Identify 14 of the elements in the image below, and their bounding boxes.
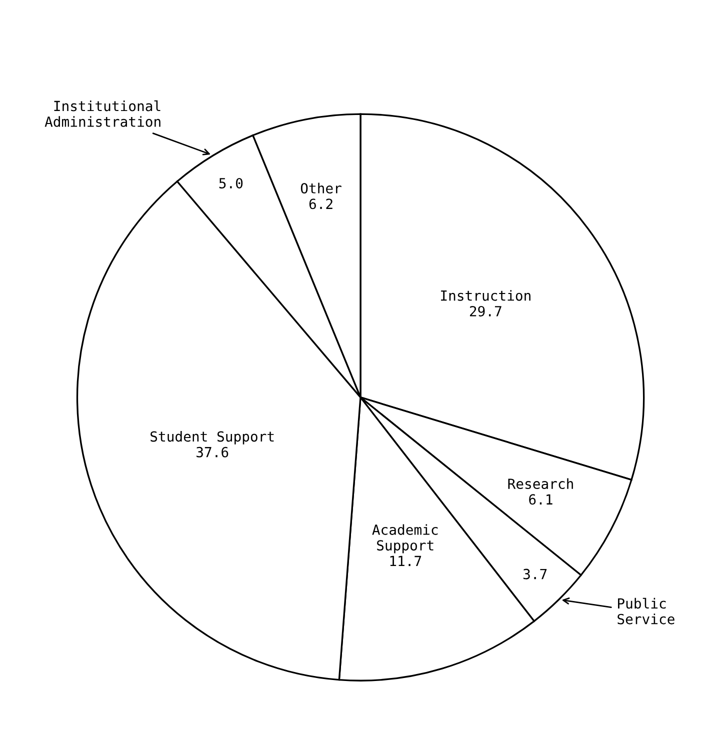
slice-label: Research (508, 478, 573, 490)
data-label: 3.7 (523, 568, 547, 580)
data-label: 6.1 (529, 494, 552, 505)
slice-label: Instruction (441, 290, 530, 301)
slice-label: Other (300, 182, 342, 194)
data-label: 6.2 (309, 198, 332, 210)
data-label: 29.7 (470, 306, 502, 316)
data-label: 11.7 (390, 556, 422, 566)
slice-label: Institutional Administration (44, 100, 160, 127)
slice-label: Student Support (150, 430, 274, 444)
data-label: 37.6 (196, 446, 228, 458)
data-label: 5.0 (219, 178, 243, 188)
slice-label: Public Service (618, 598, 674, 624)
slice-label: Academic Support (372, 524, 438, 554)
